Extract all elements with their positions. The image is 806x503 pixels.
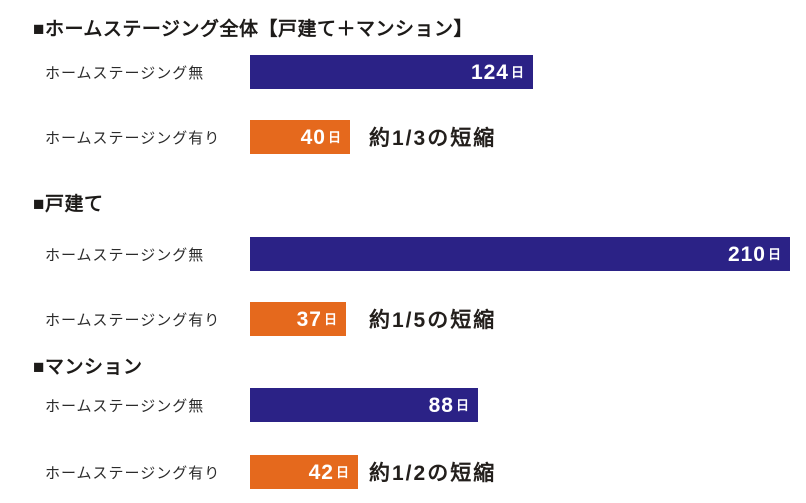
row-label-mansion-with: ホームステージング有り bbox=[45, 464, 221, 482]
bar-overall-with: 40 日 bbox=[250, 120, 350, 154]
bar-value-detached-with: 37 bbox=[296, 307, 322, 331]
bar-value-overall-without: 124 bbox=[470, 60, 509, 84]
annotation-mansion: 約1/2の短縮 bbox=[369, 462, 497, 485]
row-label-detached-with: ホームステージング有り bbox=[45, 311, 221, 329]
section-title-mansion: ■マンション bbox=[33, 357, 143, 378]
bar-detached-without: 210 日 bbox=[250, 237, 790, 271]
bar-unit-mansion-with: 日 bbox=[335, 464, 349, 480]
row-label-overall-without: ホームステージング無 bbox=[45, 64, 205, 82]
section-title-overall: ■ホームステージング全体【戸建て＋マンション】 bbox=[33, 19, 474, 40]
bar-value-detached-without: 210 bbox=[727, 242, 766, 266]
bar-unit-overall-with: 日 bbox=[327, 129, 341, 145]
row-label-overall-with: ホームステージング有り bbox=[45, 129, 221, 147]
bar-value-mansion-without: 88 bbox=[428, 393, 454, 417]
bar-unit-mansion-without: 日 bbox=[455, 397, 469, 413]
bar-detached-with: 37 日 bbox=[250, 302, 346, 336]
annotation-overall: 約1/3の短縮 bbox=[369, 127, 497, 150]
row-label-detached-without: ホームステージング無 bbox=[45, 246, 205, 264]
row-label-mansion-without: ホームステージング無 bbox=[45, 397, 205, 415]
bar-unit-detached-with: 日 bbox=[323, 311, 337, 327]
section-title-detached: ■戸建て bbox=[33, 194, 104, 215]
bar-value-mansion-with: 42 bbox=[308, 460, 334, 484]
bar-value-overall-with: 40 bbox=[300, 125, 326, 149]
bar-unit-overall-without: 日 bbox=[510, 64, 524, 80]
annotation-detached: 約1/5の短縮 bbox=[369, 309, 497, 332]
bar-overall-without: 124 日 bbox=[250, 55, 533, 89]
bar-unit-detached-without: 日 bbox=[767, 246, 781, 262]
bar-mansion-with: 42 日 bbox=[250, 455, 358, 489]
bar-mansion-without: 88 日 bbox=[250, 388, 478, 422]
